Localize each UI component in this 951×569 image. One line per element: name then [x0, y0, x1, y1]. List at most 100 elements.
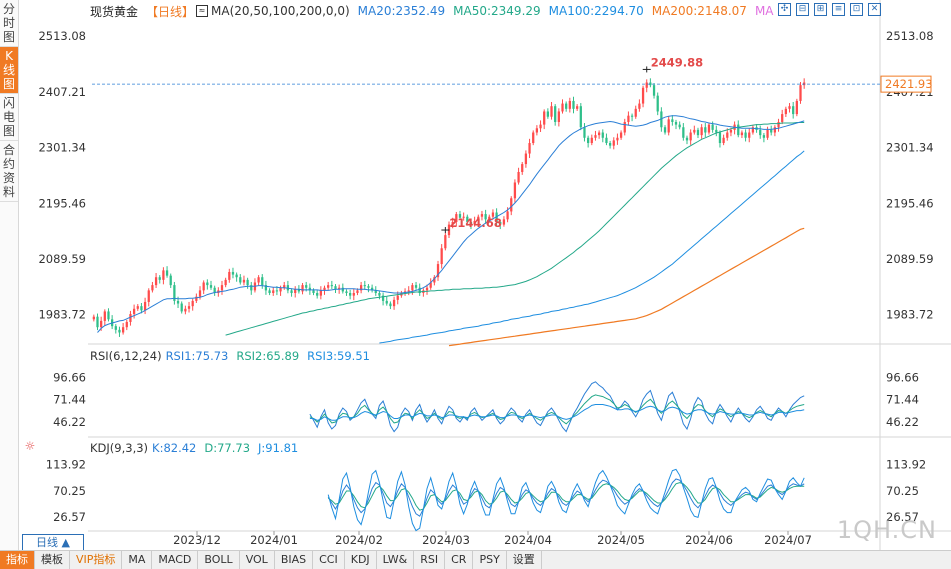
candle-body	[187, 306, 191, 309]
candle-body	[316, 293, 319, 296]
tab-vol[interactable]: VOL	[240, 551, 275, 569]
tab-bias[interactable]: BIAS	[275, 551, 314, 569]
tab-vip-indicator[interactable]: VIP指标	[70, 551, 123, 569]
price-tick-left: 2089.59	[38, 252, 86, 266]
tab-boll[interactable]: BOLL	[198, 551, 240, 569]
candle-body	[129, 314, 132, 322]
current-price-label: 2421.93	[885, 77, 933, 91]
candle-body	[352, 293, 355, 296]
candle-body	[715, 129, 718, 133]
candle-body	[359, 285, 363, 291]
candle-body	[726, 132, 729, 138]
candle-body	[543, 111, 546, 125]
candle-body	[608, 143, 612, 146]
side-tab-flash[interactable]: 闪电图	[0, 94, 18, 141]
x-axis-label: 2024/06	[685, 533, 733, 547]
candle-body	[784, 108, 787, 115]
candle-body	[407, 290, 410, 292]
ma200-value: MA200:2148.07	[651, 4, 747, 18]
candle-body	[696, 129, 700, 136]
kdj-line-2	[327, 482, 805, 511]
price-tick-left: 1983.72	[38, 308, 86, 322]
side-tab-timeshare[interactable]: 分时图	[0, 0, 18, 47]
candle-body	[667, 119, 670, 133]
ma50-value: MA50:2349.29	[453, 4, 541, 18]
candle-body	[378, 293, 381, 296]
grid-icon[interactable]: ⊞	[814, 3, 827, 16]
candle-body	[484, 214, 487, 220]
candle-body	[151, 285, 154, 291]
candle-body	[649, 82, 652, 86]
ma-toggle-icon[interactable]: ≈	[196, 5, 209, 17]
close-icon[interactable]: ✕	[868, 3, 881, 16]
candle-body	[535, 128, 539, 133]
candle-body	[213, 287, 216, 294]
tab-macd[interactable]: MACD	[152, 551, 199, 569]
candle-body	[363, 285, 366, 287]
candle-body	[565, 103, 568, 109]
candle-body	[290, 290, 293, 294]
tab-psy[interactable]: PSY	[473, 551, 507, 569]
expand-icon[interactable]: ✣	[778, 3, 791, 16]
candle-body	[173, 285, 176, 301]
candle-body	[689, 132, 692, 141]
kdj-settings-icon[interactable]: ☼	[24, 439, 36, 453]
candle-body	[385, 300, 388, 304]
tab-cr[interactable]: CR	[445, 551, 474, 569]
candle-body	[462, 216, 465, 218]
candle-body	[231, 271, 235, 275]
tab-rsi[interactable]: RSI	[414, 551, 446, 569]
candle-body	[748, 132, 751, 138]
candle-body	[220, 285, 224, 291]
candle-body	[594, 135, 597, 138]
price-tick-right: 2089.59	[886, 252, 934, 266]
ma-params: MA(20,50,100,200,0,0)	[211, 4, 350, 18]
period-tag: 【日线】	[146, 4, 195, 19]
candle-body	[729, 129, 733, 133]
kdj-tick-left: 70.25	[53, 484, 86, 498]
candle-body	[777, 121, 780, 128]
candle-body	[235, 274, 238, 278]
candle-body	[294, 289, 297, 294]
kdj-tick-right: 70.25	[886, 484, 919, 498]
side-tab-contract-info[interactable]: 合约资料	[0, 141, 18, 202]
price-tick-left: 2513.08	[38, 29, 86, 43]
list-icon[interactable]: ≡	[832, 3, 845, 16]
candle-body	[627, 115, 630, 122]
tab-lw[interactable]: LW&	[377, 551, 415, 569]
candle-body	[740, 132, 744, 136]
zoom-icon[interactable]: ⊡	[850, 3, 863, 16]
candle-body	[458, 214, 462, 218]
ma20-line	[97, 115, 805, 333]
candle-body	[261, 277, 264, 286]
tab-indicator[interactable]: 指标	[0, 551, 35, 569]
shrink-icon[interactable]: ⊟	[796, 3, 809, 16]
period-selector-button[interactable]: 日线 ▲	[22, 534, 84, 551]
side-tab-kline[interactable]: K线图	[0, 47, 18, 94]
chart-canvas[interactable]: 2513.082513.082407.212407.212301.342301.…	[0, 0, 951, 550]
candle-body	[444, 235, 447, 249]
candle-body	[411, 285, 414, 291]
rsi-line-2	[309, 394, 805, 425]
candle-body	[656, 95, 659, 112]
tab-kdj[interactable]: KDJ	[345, 551, 377, 569]
ma20-value: MA20:2352.49	[357, 4, 446, 18]
candle-body	[517, 171, 520, 183]
candle-body	[425, 287, 429, 291]
candle-body	[744, 132, 747, 138]
candle-body	[121, 327, 125, 333]
tab-settings[interactable]: 设置	[507, 551, 542, 569]
candle-body	[546, 111, 549, 117]
tab-template[interactable]: 模板	[35, 551, 70, 569]
candle-body	[799, 85, 802, 101]
rsi-tick-right: 96.66	[886, 371, 919, 385]
price-tick-left: 2407.21	[38, 85, 86, 99]
tab-ma[interactable]: MA	[122, 551, 153, 569]
x-axis-label: 2024/05	[597, 533, 645, 547]
candle-body	[275, 290, 279, 292]
tab-cci[interactable]: CCI	[313, 551, 345, 569]
candle-body	[283, 285, 286, 288]
kdj-tick-right: 26.57	[886, 510, 919, 524]
rsi-params: RSI(6,12,24)	[90, 349, 162, 363]
